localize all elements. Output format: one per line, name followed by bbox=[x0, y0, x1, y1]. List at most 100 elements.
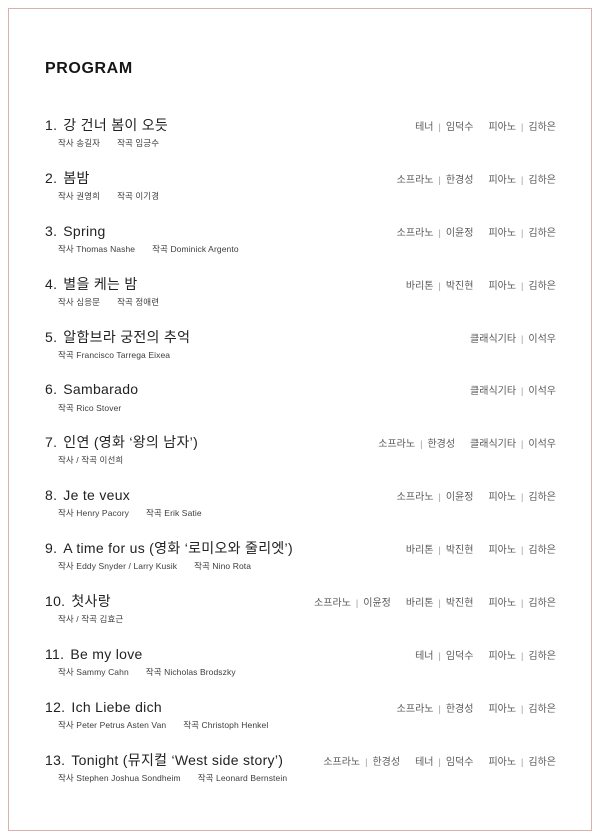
performer: 피아노 | 김하은 bbox=[488, 757, 556, 768]
song-title: 3. Spring bbox=[45, 223, 106, 239]
performer-name: 이석우 bbox=[528, 333, 556, 345]
performer: 테너 | 임덕수 bbox=[415, 757, 473, 768]
performer: 소프라노 | 이윤정 bbox=[314, 598, 391, 609]
song-number: 5. bbox=[45, 328, 58, 345]
program-item: 11. Be my love 테너 | 임덕수 피아노 | 김하은 작사 Sammy Cah… bbox=[45, 646, 556, 699]
song-name: Tonight (뮤지컬 ‘West side story’) bbox=[71, 751, 284, 768]
song-number: 2. bbox=[45, 169, 58, 186]
song-title: 6. Sambarado bbox=[45, 381, 138, 397]
song-title: 1. 강 건너 봄이 오듯 bbox=[45, 117, 168, 133]
performer-separator: | bbox=[438, 650, 441, 661]
performer: 바리톤 | 박진현 bbox=[406, 598, 474, 609]
credit-segment: 작곡 Erik Satie bbox=[146, 508, 202, 519]
performer-role: 클래식기타 bbox=[470, 439, 517, 451]
song-title: 5. 알함브라 궁전의 추억 bbox=[45, 329, 190, 345]
song-number: 12. bbox=[45, 698, 66, 715]
performer: 피아노 | 김하은 bbox=[488, 651, 556, 662]
performers: 바리톤 | 박진현 피아노 | 김하은 bbox=[406, 541, 556, 556]
performer-role: 피아노 bbox=[488, 280, 517, 292]
song-number: 7. bbox=[45, 434, 58, 451]
performers: 클래식기타 | 이석우 bbox=[470, 330, 556, 345]
program-item-row: 1. 강 건너 봄이 오듯 테너 | 임덕수 피아노 | 김하은 bbox=[45, 117, 556, 133]
performer-role: 피아노 bbox=[488, 174, 517, 186]
performer: 피아노 | 김하은 bbox=[488, 175, 556, 186]
program-item-row: 6. Sambarado 클래식기타 | 이석우 bbox=[45, 381, 556, 397]
performer: 피아노 | 김하은 bbox=[488, 545, 556, 556]
credit-segment: 작사 / 작곡 김효근 bbox=[58, 614, 124, 625]
song-credits: 작곡 Francisco Tarrega Eixea bbox=[45, 349, 556, 361]
performer: 소프라노 | 한경성 bbox=[323, 757, 400, 768]
performer-separator: | bbox=[521, 333, 524, 344]
performer-role: 테너 bbox=[415, 650, 434, 662]
performer: 소프라노 | 한경성 bbox=[397, 704, 474, 715]
performer-role: 소프라노 bbox=[396, 703, 434, 715]
song-title: 11. Be my love bbox=[45, 646, 143, 662]
performers: 테너 | 임덕수 피아노 | 김하은 bbox=[415, 118, 556, 133]
program-item-row: 7. 인연 (영화 ‘왕의 남자’) 소프라노 | 한경성 클래식기타 | 이석우 bbox=[45, 434, 556, 450]
song-credits: 작사 송길자 작곡 임긍수 bbox=[45, 137, 556, 149]
performer: 피아노 | 김하은 bbox=[488, 281, 556, 292]
performer-role: 테너 bbox=[415, 122, 434, 133]
performer-role: 소프라노 bbox=[378, 439, 416, 451]
performer-name: 박진현 bbox=[445, 280, 474, 292]
performer-role: 피아노 bbox=[488, 227, 517, 239]
performer: 클래식기타 | 이석우 bbox=[470, 439, 556, 450]
program-item: 5. 알함브라 궁전의 추억 클래식기타 | 이석우 작곡 Francisco Tar… bbox=[45, 329, 556, 382]
performers: 소프라노 | 한경성 테너 | 임덕수 피아노 | 김하은 bbox=[323, 753, 556, 768]
program-item: 7. 인연 (영화 ‘왕의 남자’) 소프라노 | 한경성 클래식기타 | 이석우 작사 /… bbox=[45, 434, 556, 487]
performers: 소프라노 | 이윤정 바리톤 | 박진현 피아노 | 김하은 bbox=[314, 594, 556, 609]
performer-role: 피아노 bbox=[488, 545, 517, 557]
credit-segment: 작곡 Nino Rota bbox=[194, 561, 252, 572]
song-name: Be my love bbox=[70, 645, 143, 662]
song-credits: 작사 Henry Pacory 작곡 Erik Satie bbox=[45, 507, 556, 519]
performer: 테너 | 임덕수 bbox=[415, 122, 473, 133]
performer-name: 임덕수 bbox=[445, 756, 474, 768]
performer: 피아노 | 김하은 bbox=[488, 598, 556, 609]
song-credits: 작사 / 작곡 이선희 bbox=[45, 454, 556, 466]
performer-separator: | bbox=[438, 174, 441, 185]
performer-name: 이석우 bbox=[528, 386, 556, 398]
performer-separator: | bbox=[521, 280, 524, 291]
program-item-row: 10. 첫사랑 소프라노 | 이윤정 바리톤 | 박진현 피아노 | 김하은 bbox=[45, 593, 556, 609]
performer-role: 소프라노 bbox=[323, 756, 361, 768]
credit-segment: 작사 / 작곡 이선희 bbox=[58, 455, 124, 466]
program-item: 3. Spring 소프라노 | 이윤정 피아노 | 김하은 작사 Thomas Nashe… bbox=[45, 223, 556, 276]
performer-separator: | bbox=[438, 492, 441, 503]
credit-segment: 작곡 Francisco Tarrega Eixea bbox=[58, 349, 171, 360]
performer: 클래식기타 | 이석우 bbox=[470, 386, 556, 397]
song-number: 11. bbox=[45, 645, 65, 662]
performer: 소프라노 | 이윤정 bbox=[397, 228, 474, 239]
credit-segment: 작곡 정애련 bbox=[117, 296, 160, 307]
performer-role: 소프라노 bbox=[396, 227, 434, 239]
performer-role: 바리톤 bbox=[405, 545, 434, 557]
performer: 소프라노 | 한경성 bbox=[378, 439, 455, 450]
performer: 피아노 | 김하은 bbox=[488, 122, 556, 133]
credit-segment: 작사 권영희 bbox=[58, 190, 101, 201]
song-number: 10. bbox=[45, 593, 66, 610]
program-item: 9. A time for us (영화 ‘로미오와 줄리엣’) 바리톤 | 박진현 피… bbox=[45, 540, 556, 593]
performer-separator: | bbox=[521, 439, 524, 450]
performers: 바리톤 | 박진현 피아노 | 김하은 bbox=[406, 277, 556, 292]
performer-separator: | bbox=[521, 122, 524, 132]
song-title: 10. 첫사랑 bbox=[45, 593, 111, 609]
song-number: 9. bbox=[45, 540, 58, 557]
performers: 소프라노 | 한경성 피아노 | 김하은 bbox=[397, 700, 556, 715]
performer-separator: | bbox=[438, 756, 441, 767]
program-item: 1. 강 건너 봄이 오듯 테너 | 임덕수 피아노 | 김하은 작사 송길자 작곡 임긍수 bbox=[45, 117, 556, 170]
performer: 피아노 | 김하은 bbox=[488, 704, 556, 715]
performer-separator: | bbox=[521, 492, 524, 503]
performer-separator: | bbox=[420, 439, 423, 450]
page-content: PROGRAM 1. 강 건너 봄이 오듯 테너 | 임덕수 피아노 | 김하은 작사 송길… bbox=[45, 0, 556, 805]
performer-name: 임덕수 bbox=[445, 650, 474, 662]
program-item-row: 4. 별을 케는 밤 바리톤 | 박진현 피아노 | 김하은 bbox=[45, 276, 556, 292]
performer-name: 김하은 bbox=[528, 174, 556, 186]
performer: 피아노 | 김하은 bbox=[488, 228, 556, 239]
song-name: 강 건너 봄이 오듯 bbox=[63, 117, 169, 133]
performer-role: 피아노 bbox=[488, 650, 517, 662]
performer-name: 한경성 bbox=[445, 703, 474, 715]
credit-segment: 작곡 이기경 bbox=[117, 190, 160, 201]
performer-role: 클래식기타 bbox=[470, 333, 517, 345]
song-name: 알함브라 궁전의 추억 bbox=[63, 328, 191, 345]
program-item-row: 3. Spring 소프라노 | 이윤정 피아노 | 김하은 bbox=[45, 223, 556, 239]
song-credits: 작사 Thomas Nashe 작곡 Dominick Argento bbox=[45, 243, 556, 255]
